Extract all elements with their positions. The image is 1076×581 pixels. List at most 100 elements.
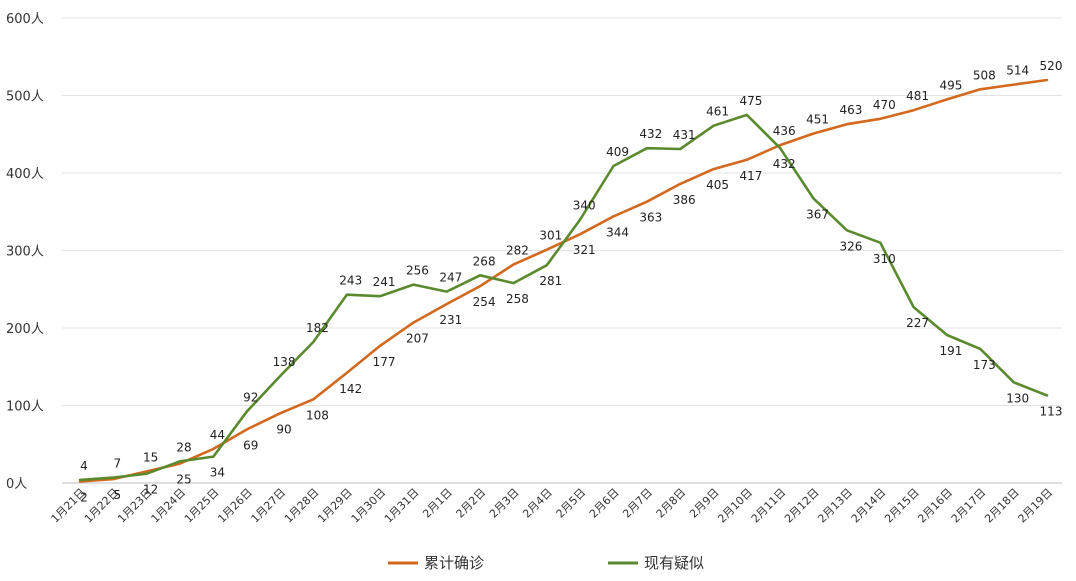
x-tick-label: 2月11日 [749,486,789,526]
x-tick-label: 1月28日 [282,486,322,526]
data-label: 367 [806,208,829,222]
data-label: 256 [406,264,429,278]
data-label: 34 [210,466,225,480]
data-label: 386 [673,193,696,207]
data-label: 321 [573,243,596,257]
legend-label: 现有疑似 [644,554,704,572]
y-tick-label: 300人 [6,245,44,260]
x-tick-label: 2月18日 [982,486,1022,526]
data-label: 481 [906,89,929,103]
gridlines [62,17,1062,484]
data-label: 432 [773,157,796,171]
x-tick-label: 2月10日 [715,486,755,526]
data-label: 182 [306,321,329,335]
x-tick-label: 2月15日 [882,486,922,526]
data-label: 243 [339,274,362,288]
data-label: 417 [739,169,762,183]
x-tick-label: 2月7日 [620,486,655,521]
y-tick-label: 200人 [6,322,44,337]
data-label: 44 [210,428,225,442]
legend: 累计确诊 现有疑似 [388,554,704,572]
data-label: 436 [773,124,796,138]
series-line-1 [78,78,1049,483]
x-tick-label: 2月8日 [654,486,689,521]
data-label: 326 [839,239,862,253]
data-label: 5 [114,488,122,502]
data-label: 405 [706,178,729,192]
series-line-2 [78,113,1049,482]
x-tick-label: 1月26日 [215,486,255,526]
x-axis: 1月21日1月22日1月23日1月24日1月25日1月26日1月27日1月28日… [49,486,1056,526]
data-label: 409 [606,145,629,159]
y-tick-label: 0人 [6,477,27,492]
data-label: 130 [1006,391,1029,405]
data-label: 463 [839,103,862,117]
x-tick-label: 2月19日 [1016,486,1056,526]
y-tick-label: 500人 [6,90,44,105]
data-label: 191 [940,344,963,358]
data-label: 461 [706,105,729,119]
legend-label: 累计确诊 [424,554,484,572]
data-label: 268 [473,254,496,268]
data-label: 310 [873,252,896,266]
data-label: 301 [539,229,562,243]
x-tick-label: 1月30日 [349,486,389,526]
data-label: 4 [80,459,88,473]
data-label: 90 [276,422,291,436]
y-tick-label: 400人 [6,167,44,182]
x-tick-label: 1月31日 [382,486,422,526]
data-label: 281 [539,274,562,288]
data-label: 432 [639,127,662,141]
data-label: 344 [606,225,629,239]
data-label: 254 [473,295,496,309]
data-label: 495 [940,78,963,92]
data-label: 113 [1040,404,1063,418]
data-label: 25 [176,473,191,487]
data-label: 92 [243,391,258,405]
data-label: 2 [80,490,88,504]
x-tick-label: 2月1日 [420,486,455,521]
y-axis: 0人 100人 200人 300人 400人 500人 600人 [6,12,44,492]
data-label: 258 [506,292,529,306]
data-label: 12 [143,483,158,497]
data-label: 108 [306,408,329,422]
data-label: 247 [439,271,462,285]
x-tick-label: 2月17日 [949,486,989,526]
x-tick-label: 2月16日 [915,486,955,526]
data-label: 451 [806,112,829,126]
x-tick-label: 1月29日 [315,486,355,526]
data-label: 520 [1040,59,1063,73]
data-label: 227 [906,316,929,330]
data-label: 508 [973,68,996,82]
x-tick-label: 2月4日 [520,486,555,521]
data-label: 431 [673,128,696,142]
data-label: 241 [373,275,396,289]
data-label: 231 [439,313,462,327]
data-label: 138 [273,355,296,369]
x-tick-label: 2月12日 [782,486,822,526]
data-label: 142 [339,382,362,396]
series-lines [78,78,1049,483]
data-label: 28 [176,440,191,454]
x-tick-label: 2月14日 [849,486,889,526]
x-tick-label: 2月5日 [554,486,589,521]
x-tick-label: 2月2日 [454,486,489,521]
x-tick-label: 2月6日 [587,486,622,521]
data-label: 15 [143,450,158,464]
y-tick-label: 600人 [6,12,44,27]
data-label: 340 [573,199,596,213]
x-tick-label: 1月25日 [182,486,222,526]
x-tick-label: 1月27日 [249,486,289,526]
x-tick-label: 2月3日 [487,486,522,521]
data-labels: 2 515254469901081421772072312542823013213… [80,59,1062,504]
data-label: 177 [373,355,396,369]
y-tick-label: 100人 [6,400,44,415]
data-label: 475 [739,94,762,108]
data-label: 173 [973,358,996,372]
data-label: 470 [873,98,896,112]
x-tick-label: 2月13日 [815,486,855,526]
data-label: 282 [506,243,529,257]
data-label: 69 [243,439,258,453]
data-label: 514 [1006,64,1029,78]
